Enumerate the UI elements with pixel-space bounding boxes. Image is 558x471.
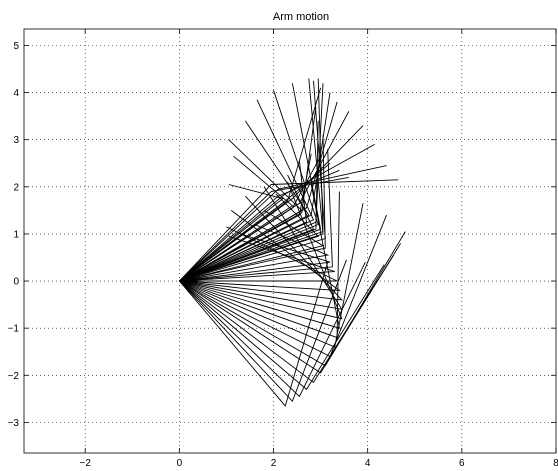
arm-configuration-line	[179, 262, 329, 407]
arm-configuration-line	[179, 210, 325, 282]
arm-configuration-line	[179, 144, 375, 282]
arm-configuration-line	[179, 99, 315, 282]
x-tick-label: 6	[459, 458, 465, 469]
arm-configuration-line	[179, 134, 326, 282]
y-tick-label: 3	[13, 135, 19, 146]
arm-configuration-line	[179, 155, 294, 282]
y-tick-label: 4	[13, 88, 19, 99]
arm-configuration-line	[179, 101, 338, 282]
arm-configuration-line	[179, 262, 366, 398]
arm-configuration-line	[179, 231, 406, 367]
y-tick-label: −3	[8, 418, 20, 429]
y-tick-label: −1	[8, 324, 20, 335]
arm-configuration-line	[179, 165, 387, 282]
arm-configuration-line	[179, 149, 333, 282]
arm-configuration-line	[179, 214, 387, 358]
arm-configuration-line	[179, 87, 322, 282]
x-tick-label: 8	[553, 458, 558, 469]
arm-configuration-line	[179, 203, 364, 348]
y-tick-label: −2	[8, 371, 20, 382]
x-tick-label: 4	[365, 458, 371, 469]
arm-configuration-line	[179, 181, 343, 320]
y-axis-ticks: −3 −2 −1 0 1 2 3 4 5	[8, 41, 556, 429]
arm-motion-lines	[179, 78, 406, 407]
arm-configuration-line	[179, 92, 331, 282]
arm-configuration-line	[179, 191, 340, 339]
arm-configuration-line	[179, 120, 319, 282]
x-axis-ticks: −2 0 2 4 6 8	[80, 29, 558, 469]
y-tick-label: 1	[13, 229, 19, 240]
arm-configuration-line	[179, 243, 401, 374]
y-tick-label: 5	[13, 41, 19, 52]
x-tick-label: 2	[271, 458, 277, 469]
arm-configuration-line	[179, 106, 317, 282]
x-tick-label: −2	[80, 458, 92, 469]
plot-frame	[23, 28, 557, 454]
x-tick-label: 0	[177, 458, 183, 469]
y-tick-label: 0	[13, 277, 19, 288]
arm-configuration-line	[179, 90, 319, 282]
arm-configuration-line	[179, 162, 331, 282]
arm-configuration-line	[179, 264, 385, 391]
arm-configuration-line	[179, 179, 399, 282]
arm-configuration-line	[179, 233, 331, 282]
arm-configuration-line	[179, 186, 343, 310]
arm-configuration-line	[179, 78, 324, 282]
arm-configuration-line	[179, 78, 324, 282]
arm-configuration-line	[179, 184, 284, 282]
arm-configuration-line	[179, 83, 322, 282]
chart-title: Arm motion	[273, 11, 329, 23]
arm-configuration-line	[179, 111, 350, 282]
arm-configuration-line	[179, 169, 340, 282]
y-tick-label: 2	[13, 182, 19, 193]
arm-configuration-line	[179, 176, 349, 282]
grid	[24, 29, 556, 453]
